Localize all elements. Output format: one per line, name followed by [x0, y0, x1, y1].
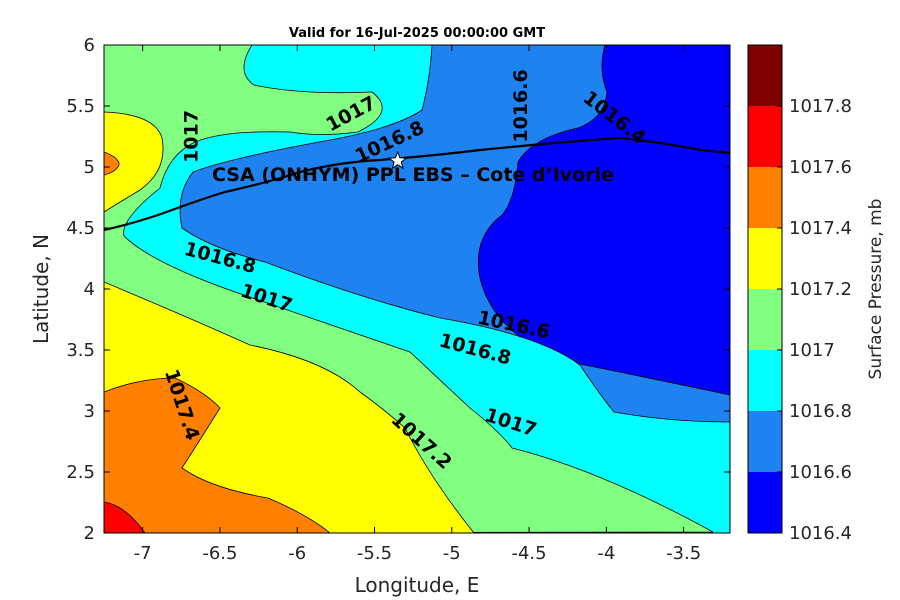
band-1017.4-1017.6	[104, 151, 120, 176]
x-tick-label: -5.5	[357, 543, 392, 564]
x-tick-label: -4.5	[511, 543, 546, 564]
x-tick-label: -6.5	[202, 543, 237, 564]
y-tick-label: 2.5	[66, 462, 95, 483]
colorbar-tick-label: 1016.6	[789, 462, 852, 483]
colorbar-tick-label: 1017.6	[789, 157, 852, 178]
contour-label: 1017	[181, 110, 203, 163]
y-tick-label: 4	[84, 279, 95, 300]
x-tick-label: -6	[288, 543, 306, 564]
x-tick-label: -4	[597, 543, 615, 564]
colorbar-tick-label: 1017.8	[789, 96, 852, 117]
colorbar-tick-label: 1017	[789, 340, 835, 361]
colorbar-swatch	[748, 350, 782, 411]
y-tick-label: 5.5	[66, 96, 95, 117]
x-axis-label: Longitude, E	[355, 573, 480, 597]
coastline	[104, 136, 730, 232]
x-tick-label: -5	[443, 543, 461, 564]
colorbar-tick-label: 1016.8	[789, 401, 852, 422]
y-tick-label: 2	[84, 523, 95, 544]
x-tick-label: -3.5	[666, 543, 701, 564]
colorbar-swatch	[748, 411, 782, 472]
site-label: CSA (ONHYM) PPL EBS – Cote d’Ivorie	[212, 164, 614, 186]
band-1017.4-1017.6	[104, 377, 331, 533]
y-tick-label: 3.5	[66, 340, 95, 361]
colorbar-label: Surface Pressure, mb	[866, 199, 886, 380]
colorbar-swatch	[748, 167, 782, 228]
band-1017.6-1017.8	[104, 501, 146, 533]
colorbar-swatch	[748, 472, 782, 533]
chart-title: Valid for 16-Jul-2025 00:00:00 GMT	[289, 26, 545, 41]
y-axis-label: Latitude, N	[29, 234, 53, 344]
y-tick-label: 3	[84, 401, 95, 422]
band-1017.2-1017.4	[104, 281, 475, 533]
site-star-icon	[387, 150, 408, 170]
contour-label: 1016.6	[510, 69, 532, 142]
y-tick-label: 5	[84, 157, 95, 178]
colorbar-swatch	[748, 289, 782, 350]
x-tick-label: -7	[134, 543, 152, 564]
colorbar-tick-label: 1016.4	[789, 523, 852, 544]
colorbar-swatch	[748, 228, 782, 289]
y-tick-label: 6	[84, 35, 95, 56]
colorbar-tick-label: 1017.2	[789, 279, 852, 300]
colorbar-swatch	[748, 45, 782, 106]
band-1017.2-1017.4	[104, 111, 164, 213]
colorbar-tick-label: 1017.4	[789, 218, 852, 239]
colorbar: 1016.4 1016.6 1016.8 1017 1017.2 1017.4 1017.6…	[747, 44, 852, 544]
colorbar-swatch	[748, 106, 782, 167]
y-tick-label: 4.5	[66, 218, 95, 239]
